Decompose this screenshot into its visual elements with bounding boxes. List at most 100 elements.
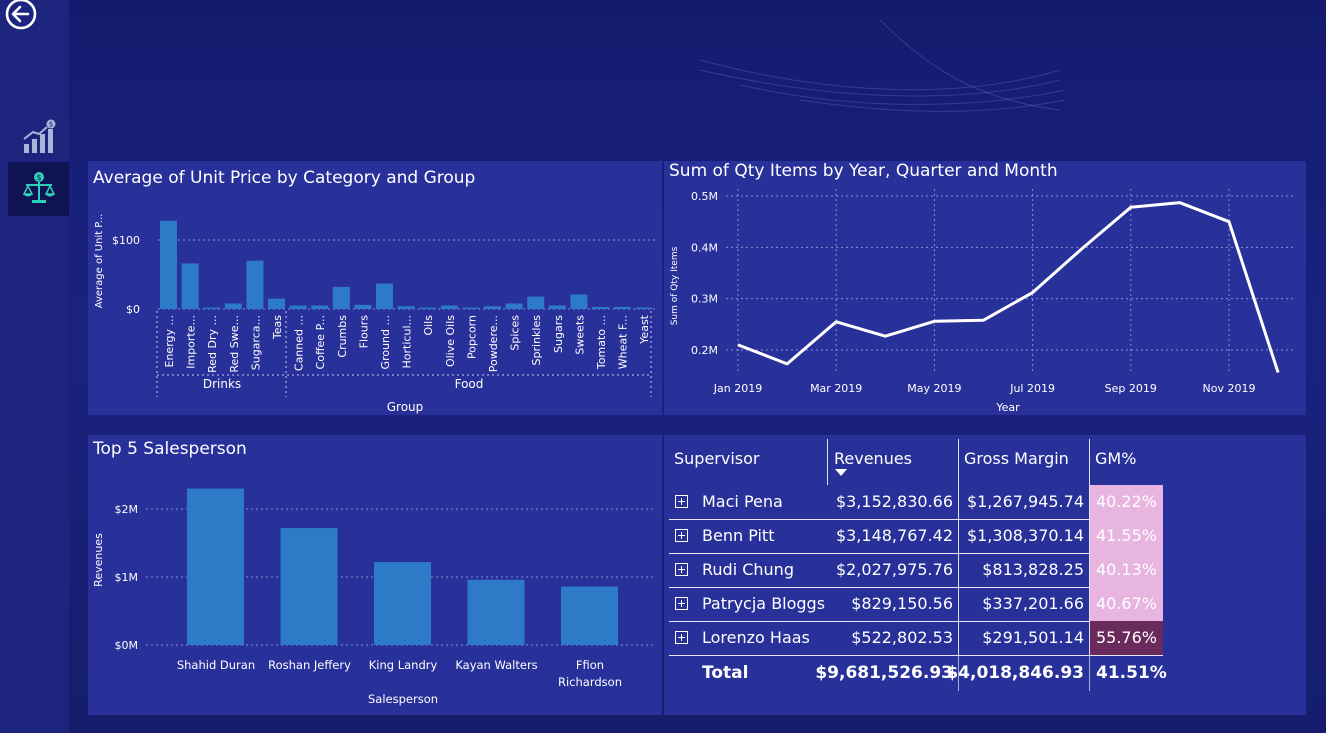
x-tick-label: Red Swe... <box>228 315 241 373</box>
x-tick-label: Nov 2019 <box>1203 382 1256 395</box>
group-label: Drinks <box>203 377 241 391</box>
table-row[interactable]: Rudi Chung $2,027,975.76 $813,828.25 40.13% <box>669 553 1163 588</box>
bar <box>203 307 221 309</box>
x-tick-label: Red Dry ... <box>206 315 219 373</box>
expand-icon[interactable] <box>675 563 688 576</box>
qty-line-chart: 0.2M 0.3M 0.4M 0.5M Jan 2019 Mar 2019 May 2019… <box>670 189 1296 414</box>
bar <box>376 283 393 309</box>
x-tick-label: Coffee P... <box>314 315 327 369</box>
column-divider <box>958 587 959 621</box>
top5-bar-chart: $0M $1M $2M Revenues Shahid Duran Roshan Jeff… <box>92 488 656 706</box>
x-tick-label: Jul 2019 <box>1009 382 1055 395</box>
x-tick-label: Sugars <box>552 315 565 353</box>
x-tick-label: Sep 2019 <box>1105 382 1157 395</box>
header-revenues[interactable]: Revenues <box>834 449 913 468</box>
column-divider <box>1089 655 1090 691</box>
revenues-cell: $2,027,975.76 <box>835 560 953 579</box>
revenues-cell: $829,150.56 <box>851 594 953 613</box>
supervisor-table-panel <box>664 435 1306 715</box>
y-tick-label: 0.2M <box>691 344 718 357</box>
total-gm-pct: 41.51% <box>1096 663 1167 683</box>
bar <box>505 303 523 309</box>
bar <box>527 296 545 309</box>
qty-title: Sum of Qty Items by Year, Quarter and Mo… <box>669 161 1058 181</box>
y-tick-label: $100 <box>112 234 140 247</box>
header-gm-pct[interactable]: GM% <box>1095 449 1137 468</box>
nav-item-sales[interactable]: $ <box>8 110 69 164</box>
supervisor-name: Patrycja Bloggs <box>702 594 826 613</box>
x-tick-label: Crumbs <box>336 315 349 358</box>
top5-panel: Top 5 Salesperson $0M $1M $2M Revenues Shahi… <box>88 435 662 715</box>
y-tick-label: 0.3M <box>691 293 718 306</box>
x-tick-label: Powdere... <box>487 315 500 372</box>
unit-price-chart: $0 $100 Average of Unit P... Energy ... Impo… <box>94 214 656 414</box>
x-axis-label: Year <box>995 401 1020 414</box>
column-divider <box>958 485 959 519</box>
revenues-cell: $522,802.53 <box>851 628 953 647</box>
x-tick-label: Kayan Walters <box>455 658 537 672</box>
gm-pct-cell: 40.13% <box>1090 553 1163 587</box>
series-line <box>737 201 1280 374</box>
bar <box>224 303 242 309</box>
growth-chart-icon: $ <box>22 119 55 153</box>
column-divider <box>1089 485 1090 519</box>
supervisor-name: Benn Pitt <box>702 526 775 545</box>
x-tick-label: Richardson <box>558 675 622 689</box>
expand-icon[interactable] <box>675 631 688 644</box>
column-divider <box>1089 553 1090 587</box>
x-axis-label: Salesperson <box>368 692 438 706</box>
x-tick-label: Canned ... <box>293 315 306 371</box>
column-divider[interactable] <box>1089 439 1090 485</box>
balance-scale-icon: $ <box>22 172 55 203</box>
expand-icon[interactable] <box>675 529 688 542</box>
x-axis-label: Group <box>387 400 424 414</box>
svg-text:$: $ <box>48 121 52 129</box>
y-tick-label: $1M <box>115 571 139 584</box>
bar <box>181 263 199 309</box>
y-axis-label: Revenues <box>92 533 105 587</box>
bar <box>311 305 329 309</box>
nav-item-margin[interactable]: $ <box>8 162 69 216</box>
expand-icon[interactable] <box>675 597 688 610</box>
x-tick-label: Sweets <box>573 315 586 355</box>
supervisor-name: Maci Pena <box>702 492 783 511</box>
revenues-cell: $3,152,830.66 <box>835 492 953 511</box>
gm-pct-cell: 55.76% <box>1090 621 1163 655</box>
background-swoosh <box>699 19 1066 112</box>
back-arrow-icon[interactable] <box>4 0 38 31</box>
group-label: Food <box>455 377 484 391</box>
bar <box>354 304 372 309</box>
unit-price-panel: Average of Unit Price by Category and Gr… <box>88 161 662 415</box>
bar <box>187 488 244 645</box>
table-row[interactable]: Lorenzo Haas $522,802.53 $291,501.14 55.76% <box>669 621 1163 656</box>
bar <box>419 307 437 309</box>
sort-descending-icon[interactable] <box>835 469 847 477</box>
bar <box>160 220 177 309</box>
x-tick-label: May 2019 <box>907 382 961 395</box>
x-tick-label: Popcorn <box>465 315 478 359</box>
gm-pct-cell: 40.67% <box>1090 587 1163 621</box>
table-row[interactable]: Maci Pena $3,152,830.66 $1,267,945.74 40.22… <box>669 485 1163 520</box>
bar <box>561 586 618 645</box>
column-divider[interactable] <box>958 439 959 485</box>
x-tick-label: Teas <box>271 315 284 340</box>
x-tick-label: Yeast <box>638 314 651 344</box>
table-row[interactable]: Patrycja Bloggs $829,150.56 $337,201.66 40.… <box>669 587 1163 622</box>
x-tick-label: Importe... <box>185 315 198 369</box>
bar <box>635 307 653 309</box>
column-divider <box>1089 621 1090 655</box>
table-row[interactable]: Benn Pitt $3,148,767.42 $1,308,370.14 41.55… <box>669 519 1163 554</box>
x-tick-label: Tomato ... <box>595 315 608 370</box>
header-supervisor[interactable]: Supervisor <box>674 449 760 468</box>
bar <box>374 562 431 645</box>
gross-margin-cell: $337,201.66 <box>982 594 1084 613</box>
y-axis-label: Sum of Qty Items <box>670 246 680 325</box>
bar <box>484 306 501 309</box>
header-gross-margin[interactable]: Gross Margin <box>964 449 1069 468</box>
column-divider[interactable] <box>827 439 828 485</box>
total-gross-margin: $4,018,846.93 <box>946 663 1084 683</box>
bar <box>462 307 480 309</box>
expand-icon[interactable] <box>675 495 688 508</box>
x-tick-label: Oils <box>422 315 435 336</box>
bar <box>548 305 566 309</box>
